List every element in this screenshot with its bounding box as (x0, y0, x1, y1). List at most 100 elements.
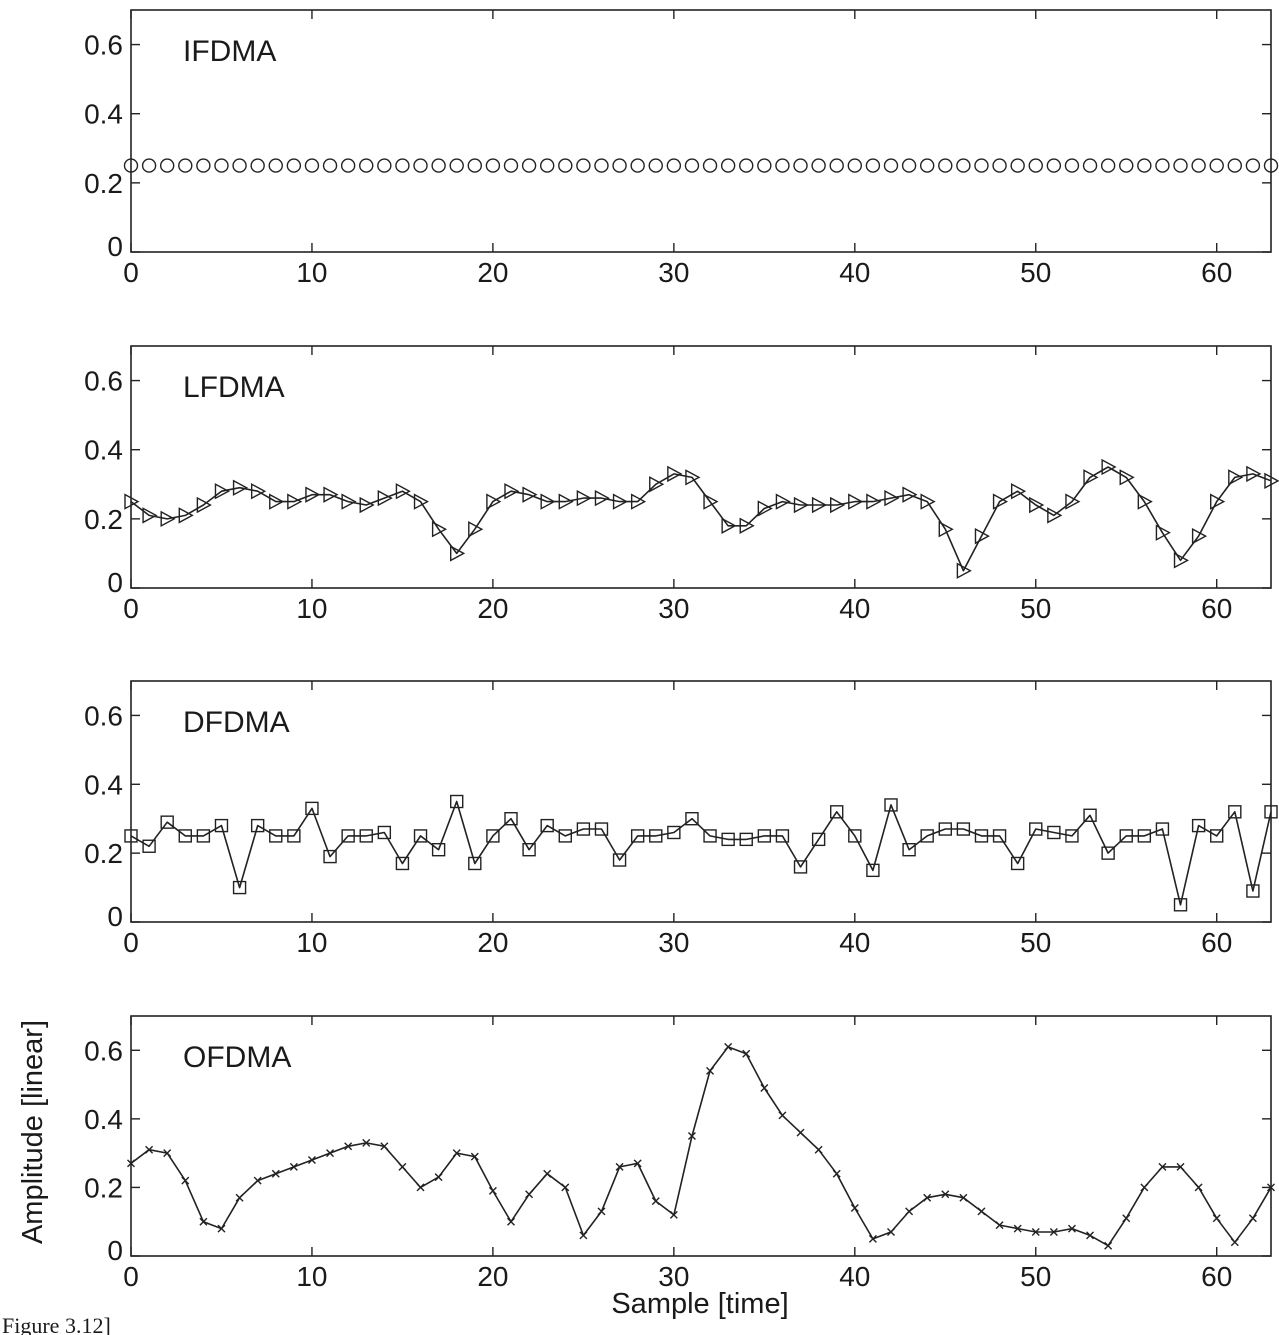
data-point (1101, 458, 1117, 476)
data-point (181, 1176, 190, 1185)
data-point (920, 829, 934, 843)
panel-lfdma: 0 10 20 30 40 50 60 0 0.2 0.4 0.6 LFDMA (84, 345, 1279, 624)
data-point (1209, 158, 1224, 173)
data-point (359, 158, 374, 173)
data-point (992, 493, 1009, 510)
data-point (811, 832, 826, 847)
data-point (1119, 829, 1133, 843)
data-point (1263, 158, 1279, 173)
data-point (413, 829, 428, 843)
y-tick-label: 0 (107, 231, 123, 262)
data-point (866, 863, 880, 878)
data-point (796, 1128, 805, 1137)
data-point (793, 496, 810, 514)
data-point (685, 469, 701, 486)
y-tick-label: 0.2 (84, 168, 123, 199)
data-point (666, 158, 682, 173)
data-point (576, 489, 592, 507)
data-point (486, 829, 500, 843)
data-point (250, 483, 267, 500)
data-point (540, 818, 554, 833)
data-point (253, 1176, 262, 1185)
panels: 0 10 20 30 40 50 60 0 0.2 0.4 0.6 IFDMA 0 10 20 30 40 50 6… (84, 9, 1279, 1292)
data-point (633, 1159, 642, 1168)
data-point (811, 496, 828, 514)
data-point (1228, 469, 1244, 486)
data-point (326, 1149, 335, 1158)
data-point (1082, 158, 1098, 173)
data-point (648, 158, 663, 173)
data-point (1031, 1228, 1040, 1236)
data-point (178, 507, 194, 524)
data-point (380, 1142, 389, 1151)
data-point (1248, 1214, 1257, 1223)
data-point (721, 832, 735, 847)
data-point (1176, 1162, 1185, 1171)
data-point (757, 829, 772, 843)
data-point (1212, 1214, 1221, 1223)
data-point (362, 1138, 371, 1147)
data-point (141, 158, 157, 173)
data-point (1173, 158, 1188, 173)
data-point (145, 1145, 154, 1154)
data-point (250, 818, 265, 833)
data-point (739, 158, 754, 173)
data-point (941, 1190, 950, 1199)
data-point (594, 158, 609, 173)
data-point (977, 1207, 986, 1216)
data-point (1228, 805, 1242, 819)
data-point (579, 1231, 588, 1240)
data-point (398, 1162, 407, 1171)
data-point (1047, 507, 1063, 524)
data-point (521, 158, 537, 173)
data-point (160, 815, 174, 829)
data-point (124, 829, 138, 843)
x-axis-label: Sample [time] (611, 1288, 788, 1320)
y-tick-label: 0.4 (84, 435, 123, 466)
data-point (630, 493, 647, 510)
x-tick-label: 10 (296, 1261, 327, 1292)
data-point (884, 489, 900, 507)
data-point (703, 493, 719, 510)
data-point (1083, 808, 1097, 822)
data-point (901, 158, 917, 173)
data-point (919, 158, 935, 173)
data-point (1010, 158, 1025, 173)
data-point (289, 1162, 298, 1171)
data-point (196, 829, 211, 843)
data-point (850, 1204, 859, 1212)
data-point (1140, 1183, 1149, 1192)
data-point (1267, 1183, 1275, 1192)
figure-caption: Figure 3.12] (2, 1313, 111, 1335)
data-point (721, 517, 737, 534)
data-point (956, 822, 971, 836)
plot-frame (130, 345, 1272, 589)
data-point (470, 1152, 479, 1161)
data-point (1230, 1238, 1239, 1247)
data-point (576, 158, 591, 173)
data-point (287, 829, 301, 843)
x-tick-label: 50 (1020, 593, 1051, 624)
data-point (468, 856, 482, 871)
x-tick-label: 20 (477, 927, 508, 958)
y-tick-label: 0 (107, 567, 123, 598)
data-point (123, 158, 139, 173)
y-tick-label: 0 (107, 1235, 123, 1266)
data-point (305, 801, 319, 816)
data-point (706, 1066, 715, 1075)
y-tick-label: 0.6 (84, 366, 123, 397)
data-point (467, 158, 483, 173)
data-point (1119, 158, 1134, 173)
data-point (1028, 158, 1043, 173)
data-point (1264, 805, 1278, 819)
x-tick-label: 20 (477, 1261, 508, 1292)
data-point (848, 493, 864, 510)
data-point (739, 832, 753, 847)
panel-title: LFDMA (183, 371, 285, 404)
data-point (669, 1210, 678, 1219)
data-point (1100, 158, 1116, 173)
data-point (1227, 158, 1243, 173)
data-point (938, 521, 954, 538)
x-tick-label: 60 (1201, 593, 1232, 624)
data-point (832, 1169, 841, 1178)
